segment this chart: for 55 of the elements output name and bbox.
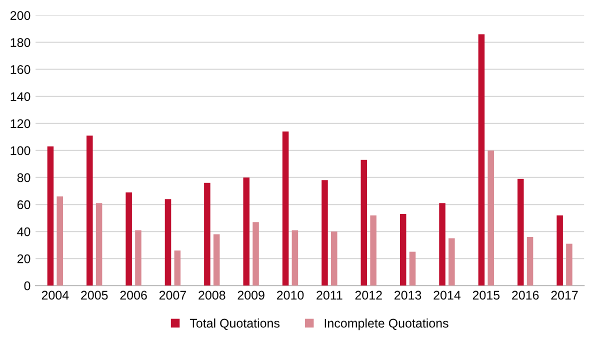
y-tick-label: 180: [10, 38, 30, 47]
x-tick-label: 2009: [238, 290, 264, 300]
bar: [488, 150, 494, 286]
bar: [86, 136, 93, 286]
y-tick-label: 20: [17, 254, 30, 264]
bar: [322, 180, 328, 286]
bar: [360, 160, 368, 286]
bar: [126, 192, 132, 286]
x-tick-label: 2012: [355, 290, 382, 300]
x-tick-label: 2016: [512, 290, 539, 300]
x-tick-label: 2007: [159, 290, 186, 300]
x-tick-label: 2011: [316, 290, 342, 300]
bar: [164, 199, 172, 286]
x-tick-label: 2010: [276, 290, 304, 300]
bar: [370, 215, 376, 286]
y-tick-label: 120: [10, 119, 30, 128]
bar: [331, 232, 338, 286]
y-tick-label: 200: [10, 11, 30, 20]
bar: [409, 252, 416, 286]
x-tick-label: 2008: [198, 290, 226, 300]
bar: [448, 238, 455, 286]
bar: [556, 215, 563, 286]
y-tick-label: 100: [10, 146, 30, 156]
bar: [518, 178, 524, 286]
y-tick-label: 80: [17, 173, 30, 182]
bar: [243, 177, 250, 286]
bar: [135, 230, 142, 286]
bar: [96, 203, 102, 286]
bar: [400, 214, 406, 286]
x-tick-label: 2004: [42, 290, 69, 300]
legend-label: Total Quotations: [190, 318, 280, 330]
bar: [252, 222, 259, 286]
y-tick-label: 40: [17, 227, 30, 236]
x-tick-label: 2014: [434, 290, 461, 300]
bar: [213, 234, 220, 286]
bar: [478, 34, 485, 286]
bar: [47, 146, 54, 286]
bar: [56, 196, 64, 286]
x-tick-label: 2013: [394, 290, 422, 300]
y-tick-label: 0: [24, 281, 30, 290]
x-tick-label: 2006: [120, 290, 147, 300]
y-tick-label: 140: [10, 92, 30, 102]
x-tick-label: 2017: [551, 290, 578, 300]
bar: [526, 236, 534, 286]
bar: [282, 132, 289, 286]
legend-label: Incomplete Quotations: [324, 318, 448, 330]
bar: [439, 203, 446, 286]
x-tick-label: 2005: [81, 290, 108, 300]
y-tick-label: 160: [10, 65, 30, 74]
bar: [566, 244, 572, 286]
bar: [292, 230, 298, 286]
y-tick-label: 60: [17, 200, 30, 210]
bar: [174, 250, 181, 286]
bar: [204, 182, 210, 286]
x-tick-label: 2015: [472, 290, 500, 300]
